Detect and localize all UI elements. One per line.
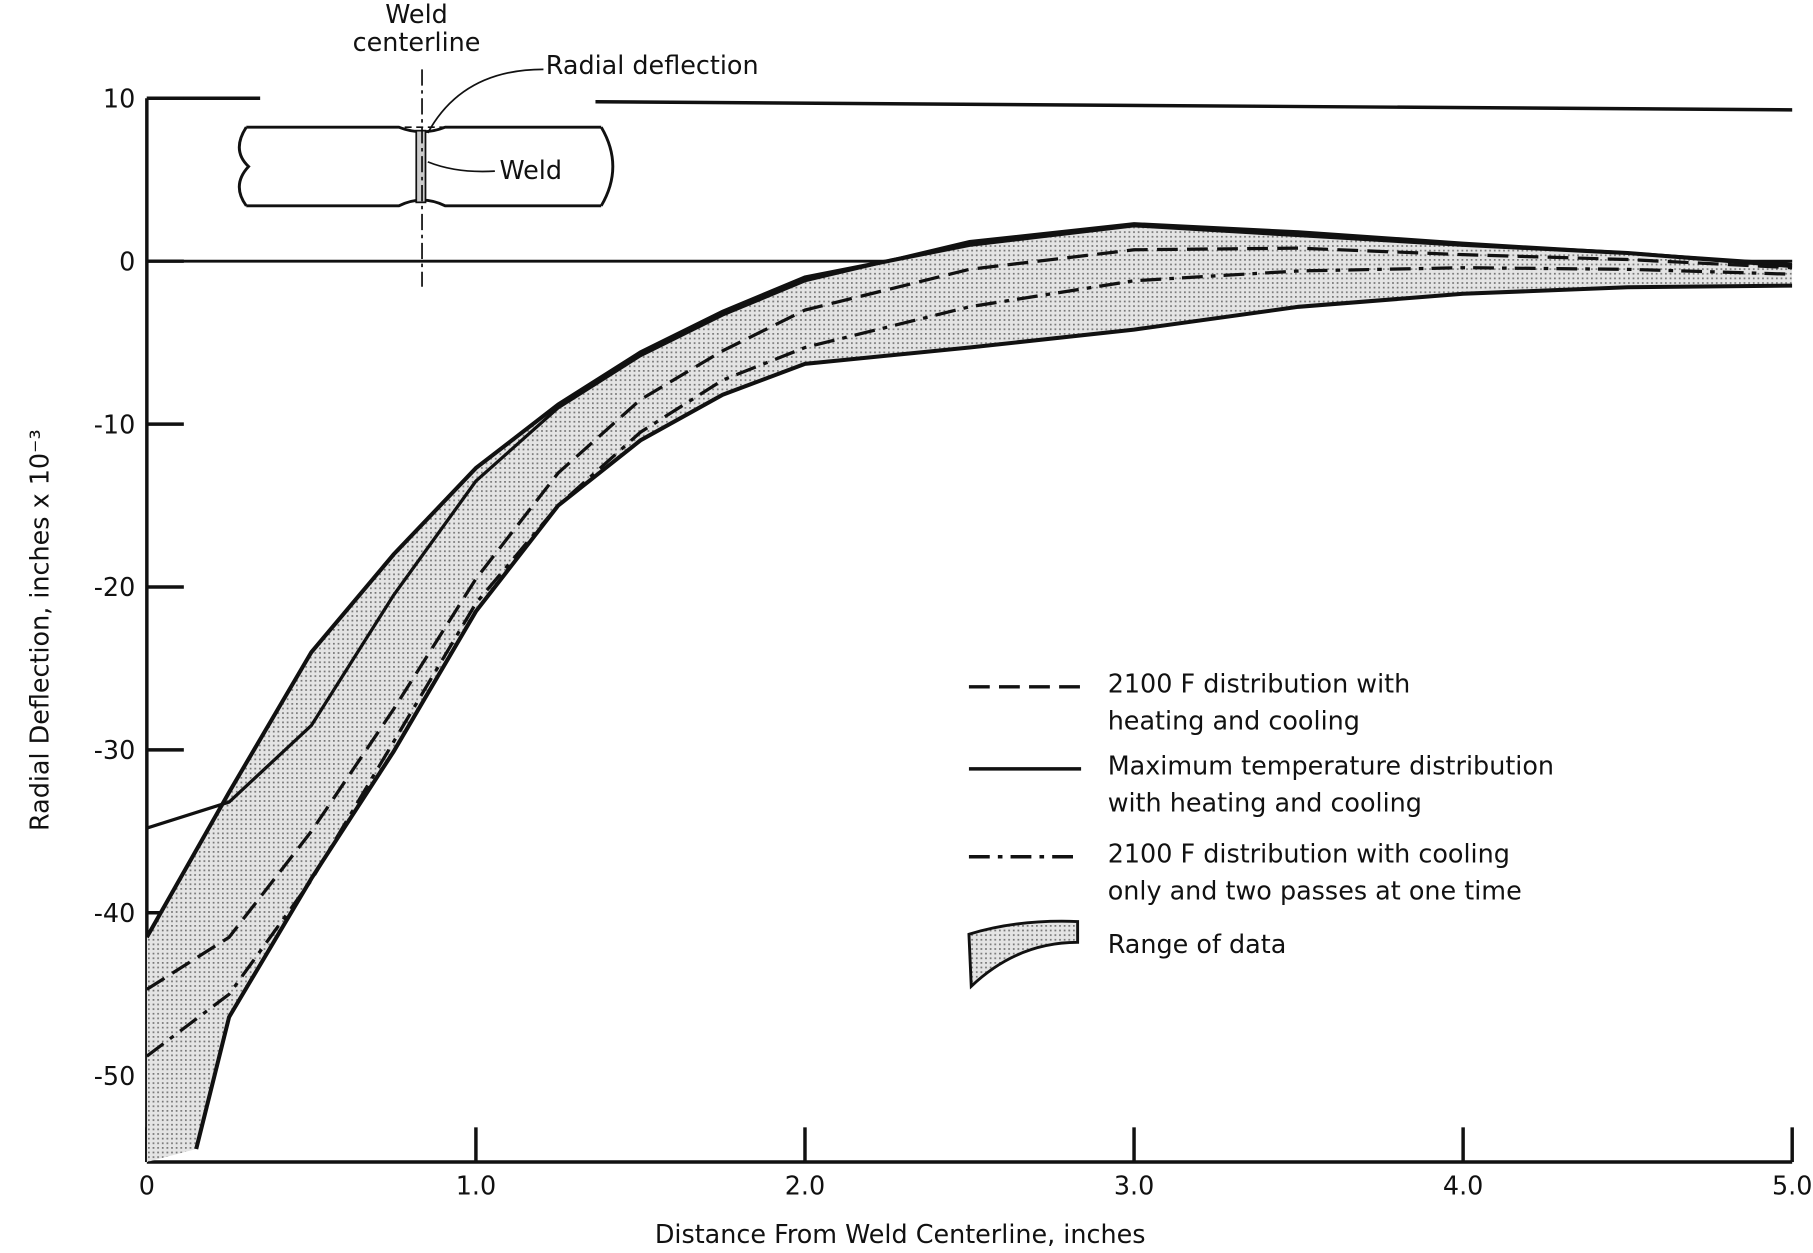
x-tick-label: 1.0	[456, 1170, 496, 1200]
y-tick-label: -20	[94, 572, 136, 602]
x-axis-label: Distance From Weld Centerline, inches	[655, 1219, 1146, 1249]
y-axis-label: Radial Deflection, inches x 10⁻³	[25, 429, 55, 831]
y-tick-label: 0	[119, 246, 135, 276]
series-line	[146, 266, 1793, 1058]
legend-label: 2100 F distribution with heating and coo…	[1107, 670, 1411, 737]
legend-label: 2100 F distribution with cooling only an…	[1107, 840, 1522, 907]
y-tick-label: 10	[103, 84, 135, 114]
x-tick-label: 4.0	[1443, 1170, 1483, 1200]
y-tick-label: -30	[94, 735, 136, 765]
legend-band	[967, 919, 1080, 990]
annotation: Weld centerline	[352, 1, 481, 58]
band-fill	[146, 225, 1793, 1163]
plot-area	[146, 222, 1793, 1163]
x-tick-label: 2.0	[785, 1170, 825, 1200]
x-tick-label: 3.0	[1114, 1170, 1154, 1200]
x-tick-label: 0	[139, 1170, 155, 1200]
band-lower	[194, 283, 1793, 1150]
y-tick-label: -10	[94, 409, 136, 439]
series-line	[146, 222, 1793, 830]
band-upper	[146, 223, 1793, 939]
annotation: Weld	[499, 157, 563, 187]
pipe-sketch	[237, 68, 615, 287]
y-tick-label: -50	[94, 1061, 136, 1091]
legend-label: Maximum temperature distribution with he…	[1107, 752, 1555, 819]
series-line	[146, 246, 1793, 991]
annotation: Radial deflection	[545, 52, 759, 81]
x-tick-label: 5.0	[1772, 1170, 1812, 1200]
legend-label: Range of data	[1107, 930, 1287, 960]
y-tick-label: -40	[94, 898, 136, 928]
